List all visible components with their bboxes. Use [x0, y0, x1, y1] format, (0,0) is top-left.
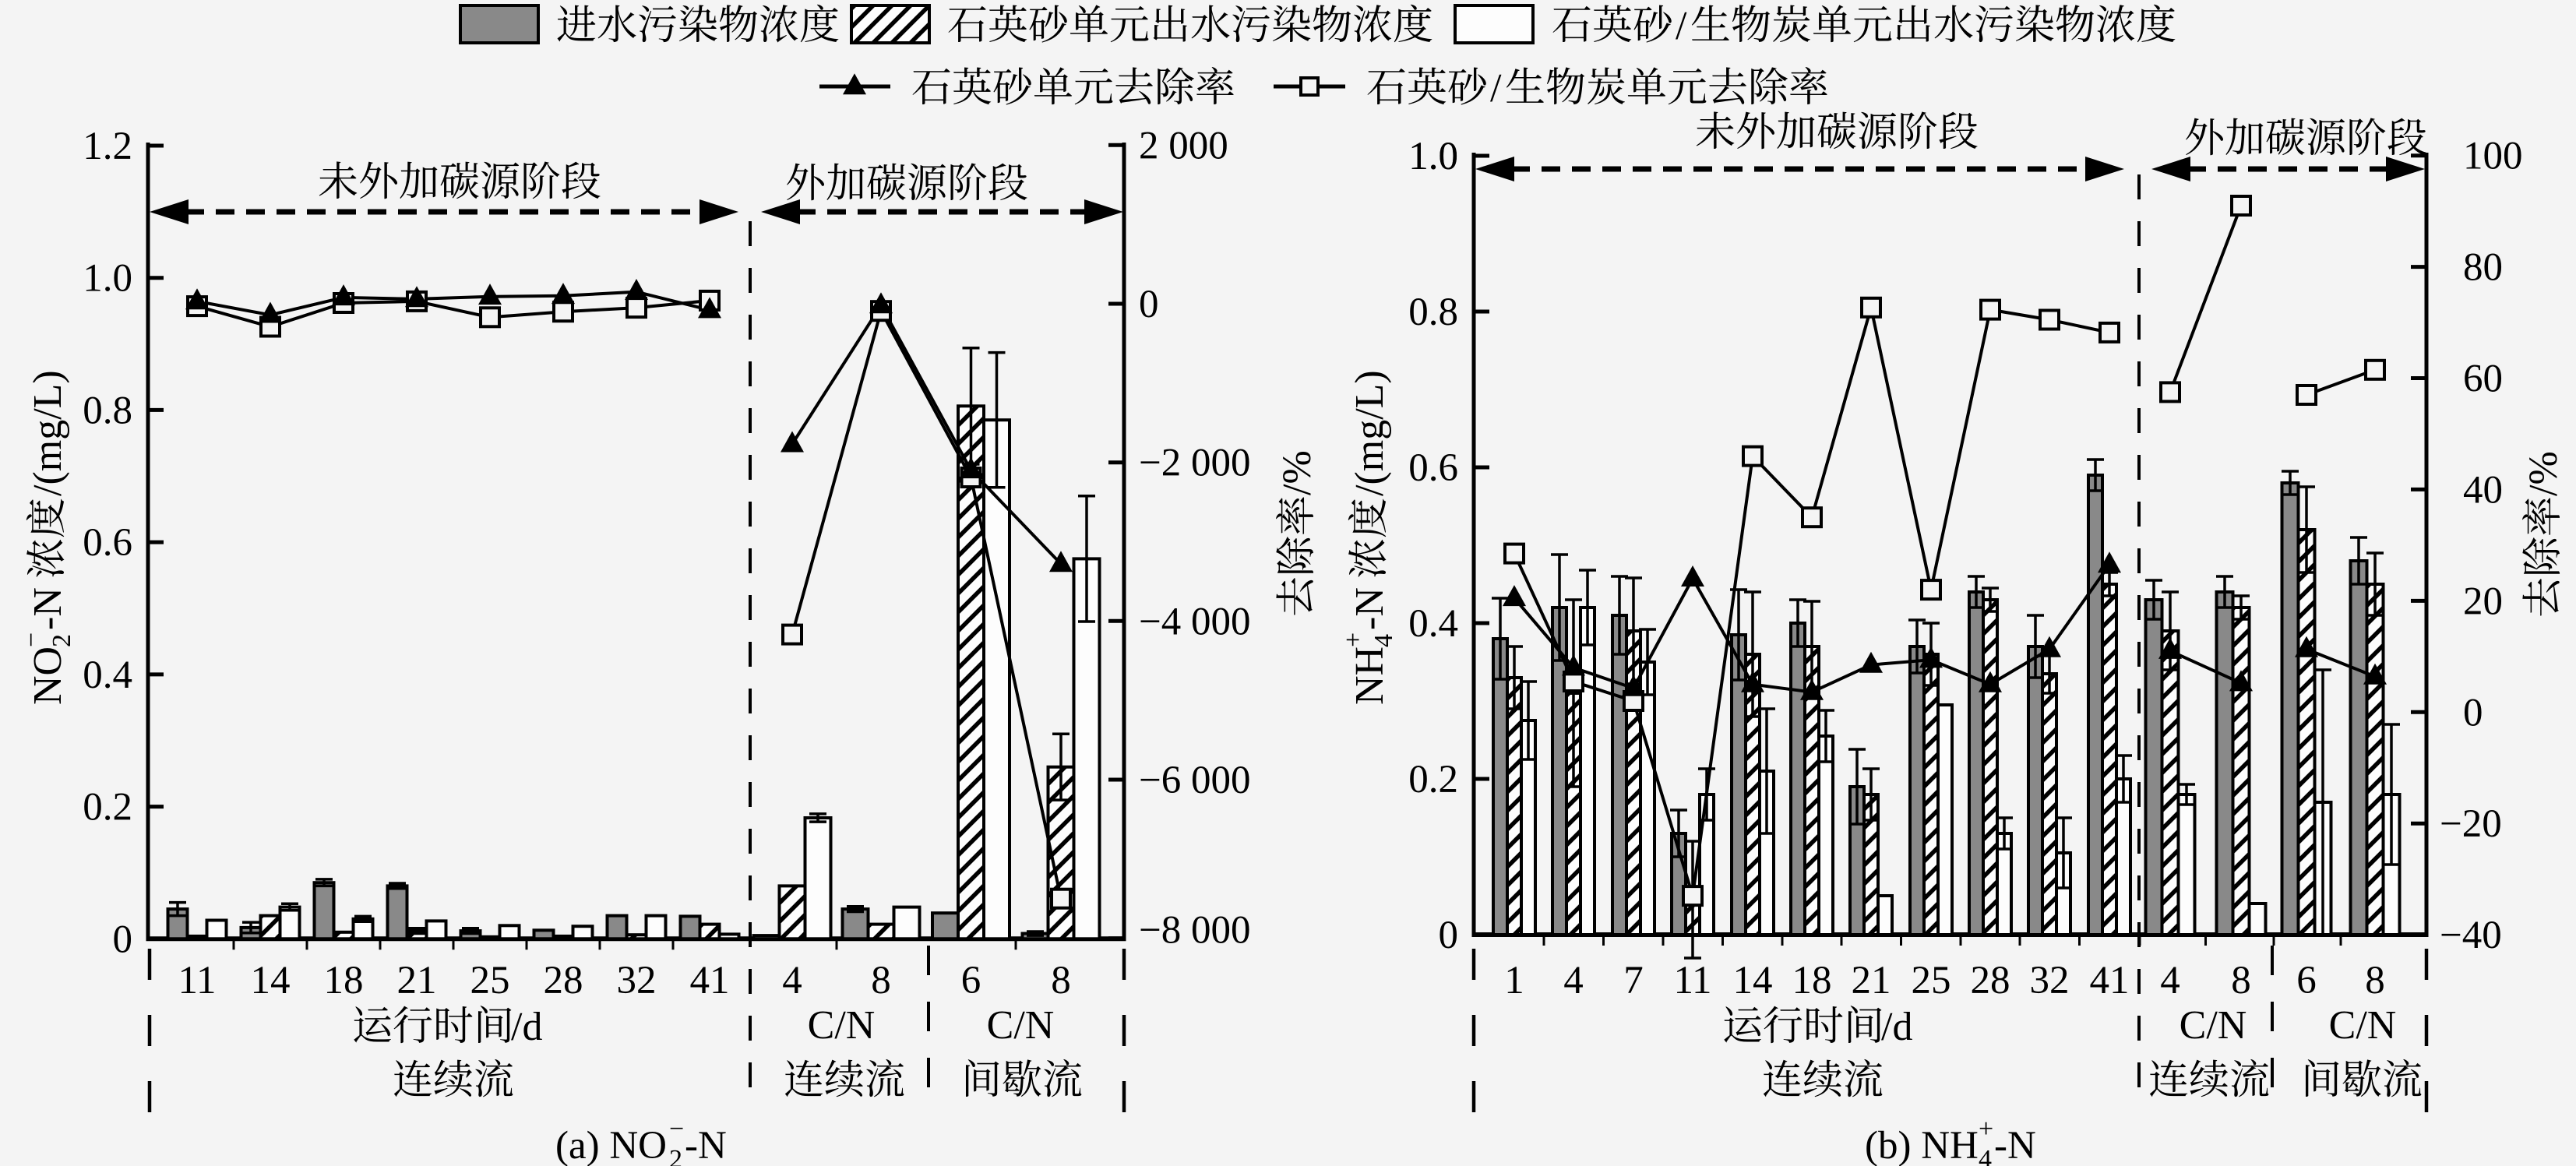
svg-text:28: 28	[544, 959, 583, 1002]
svg-text:0.6: 0.6	[83, 521, 132, 565]
svg-text:6: 6	[2296, 959, 2317, 1002]
svg-text:11: 11	[178, 959, 216, 1002]
svg-text:0.2: 0.2	[1408, 758, 1458, 801]
svg-text:/(mg/L): /(mg/L)	[26, 370, 70, 496]
svg-text:0.4: 0.4	[1408, 602, 1458, 646]
svg-text:4: 4	[782, 959, 802, 1002]
svg-text:-N: -N	[1348, 587, 1392, 630]
svg-text:7: 7	[1623, 959, 1644, 1002]
svg-text:NH: NH	[1348, 646, 1392, 705]
svg-text:0.8: 0.8	[83, 389, 132, 432]
svg-text:25: 25	[1912, 959, 1951, 1002]
svg-text:20: 20	[2463, 579, 2503, 623]
svg-text:0.4: 0.4	[83, 653, 132, 697]
svg-text:1.0: 1.0	[1408, 135, 1458, 178]
svg-text:0: 0	[2463, 691, 2483, 734]
svg-text:4: 4	[1979, 1145, 1992, 1166]
svg-text:6: 6	[961, 959, 981, 1002]
svg-text:0.2: 0.2	[83, 786, 132, 830]
svg-text:−2 000: −2 000	[1139, 442, 1251, 485]
svg-text:0: 0	[113, 918, 133, 961]
svg-text:−8 000: −8 000	[1139, 909, 1251, 953]
svg-text:14: 14	[1733, 959, 1773, 1002]
svg-text:−4 000: −4 000	[1139, 600, 1251, 643]
svg-text:/%: /%	[1275, 450, 1320, 495]
svg-text:0.8: 0.8	[1408, 291, 1458, 334]
svg-text:21: 21	[397, 959, 437, 1002]
svg-text:8: 8	[1051, 959, 1071, 1002]
svg-text:1.0: 1.0	[1408, 135, 1458, 178]
svg-text:−: −	[17, 632, 46, 647]
svg-text:C/N: C/N	[2180, 1003, 2247, 1048]
svg-text:−: −	[669, 1115, 684, 1143]
svg-text:11: 11	[1673, 959, 1711, 1002]
svg-text:-N: -N	[1994, 1124, 2036, 1166]
svg-text:28: 28	[1971, 959, 2010, 1002]
svg-text:/d: /d	[1881, 1005, 1912, 1049]
svg-text:18: 18	[324, 959, 364, 1002]
svg-text:41: 41	[690, 959, 730, 1002]
svg-text:2: 2	[48, 634, 76, 647]
svg-text:−6 000: −6 000	[1139, 759, 1251, 802]
svg-text:8: 8	[871, 959, 891, 1002]
svg-text:21: 21	[1852, 959, 1891, 1002]
svg-text:41: 41	[2090, 959, 2130, 1002]
svg-text:/(mg/L): /(mg/L)	[1348, 370, 1392, 496]
svg-text:18: 18	[1792, 959, 1832, 1002]
svg-text:4: 4	[2160, 959, 2180, 1002]
svg-text:32: 32	[2030, 959, 2070, 1002]
svg-text:1: 1	[1504, 959, 1524, 1002]
svg-text:1.0: 1.0	[83, 257, 132, 301]
svg-text:60: 60	[2463, 358, 2503, 401]
svg-text:C/N: C/N	[2329, 1003, 2397, 1048]
svg-text:40: 40	[2463, 468, 2503, 512]
svg-text:/d: /d	[511, 1005, 542, 1049]
svg-text:0: 0	[1439, 914, 1459, 957]
svg-text:0: 0	[1139, 283, 1159, 326]
svg-text:8: 8	[2231, 959, 2251, 1002]
svg-text:8: 8	[2365, 959, 2385, 1002]
svg-text:1.2: 1.2	[83, 125, 132, 168]
svg-text:4: 4	[1369, 634, 1398, 647]
svg-text:2 000: 2 000	[1139, 124, 1228, 167]
svg-text:−40: −40	[2440, 914, 2502, 957]
svg-text:100: 100	[2463, 135, 2523, 178]
svg-text:/%: /%	[2521, 451, 2566, 496]
svg-text:C/N: C/N	[808, 1003, 876, 1048]
svg-text:2: 2	[669, 1145, 682, 1166]
svg-text:(a) NO: (a) NO	[555, 1124, 667, 1166]
svg-text:/: /	[1490, 66, 1502, 111]
svg-text:4: 4	[1563, 959, 1584, 1002]
svg-text:25: 25	[470, 959, 510, 1002]
svg-text:−20: −20	[2440, 802, 2502, 846]
svg-text:NO: NO	[26, 646, 70, 705]
svg-text:0.6: 0.6	[1408, 446, 1458, 490]
svg-text:80: 80	[2463, 246, 2503, 290]
svg-text:C/N: C/N	[987, 1003, 1055, 1048]
svg-text:32: 32	[617, 959, 657, 1002]
svg-text:(b) NH: (b) NH	[1865, 1124, 1979, 1166]
svg-text:+: +	[1979, 1115, 1993, 1143]
svg-text:14: 14	[251, 959, 291, 1002]
svg-text:/: /	[1676, 4, 1687, 48]
svg-text:-N: -N	[685, 1124, 727, 1166]
svg-text:+: +	[1339, 632, 1368, 647]
svg-text:-N: -N	[26, 587, 70, 630]
